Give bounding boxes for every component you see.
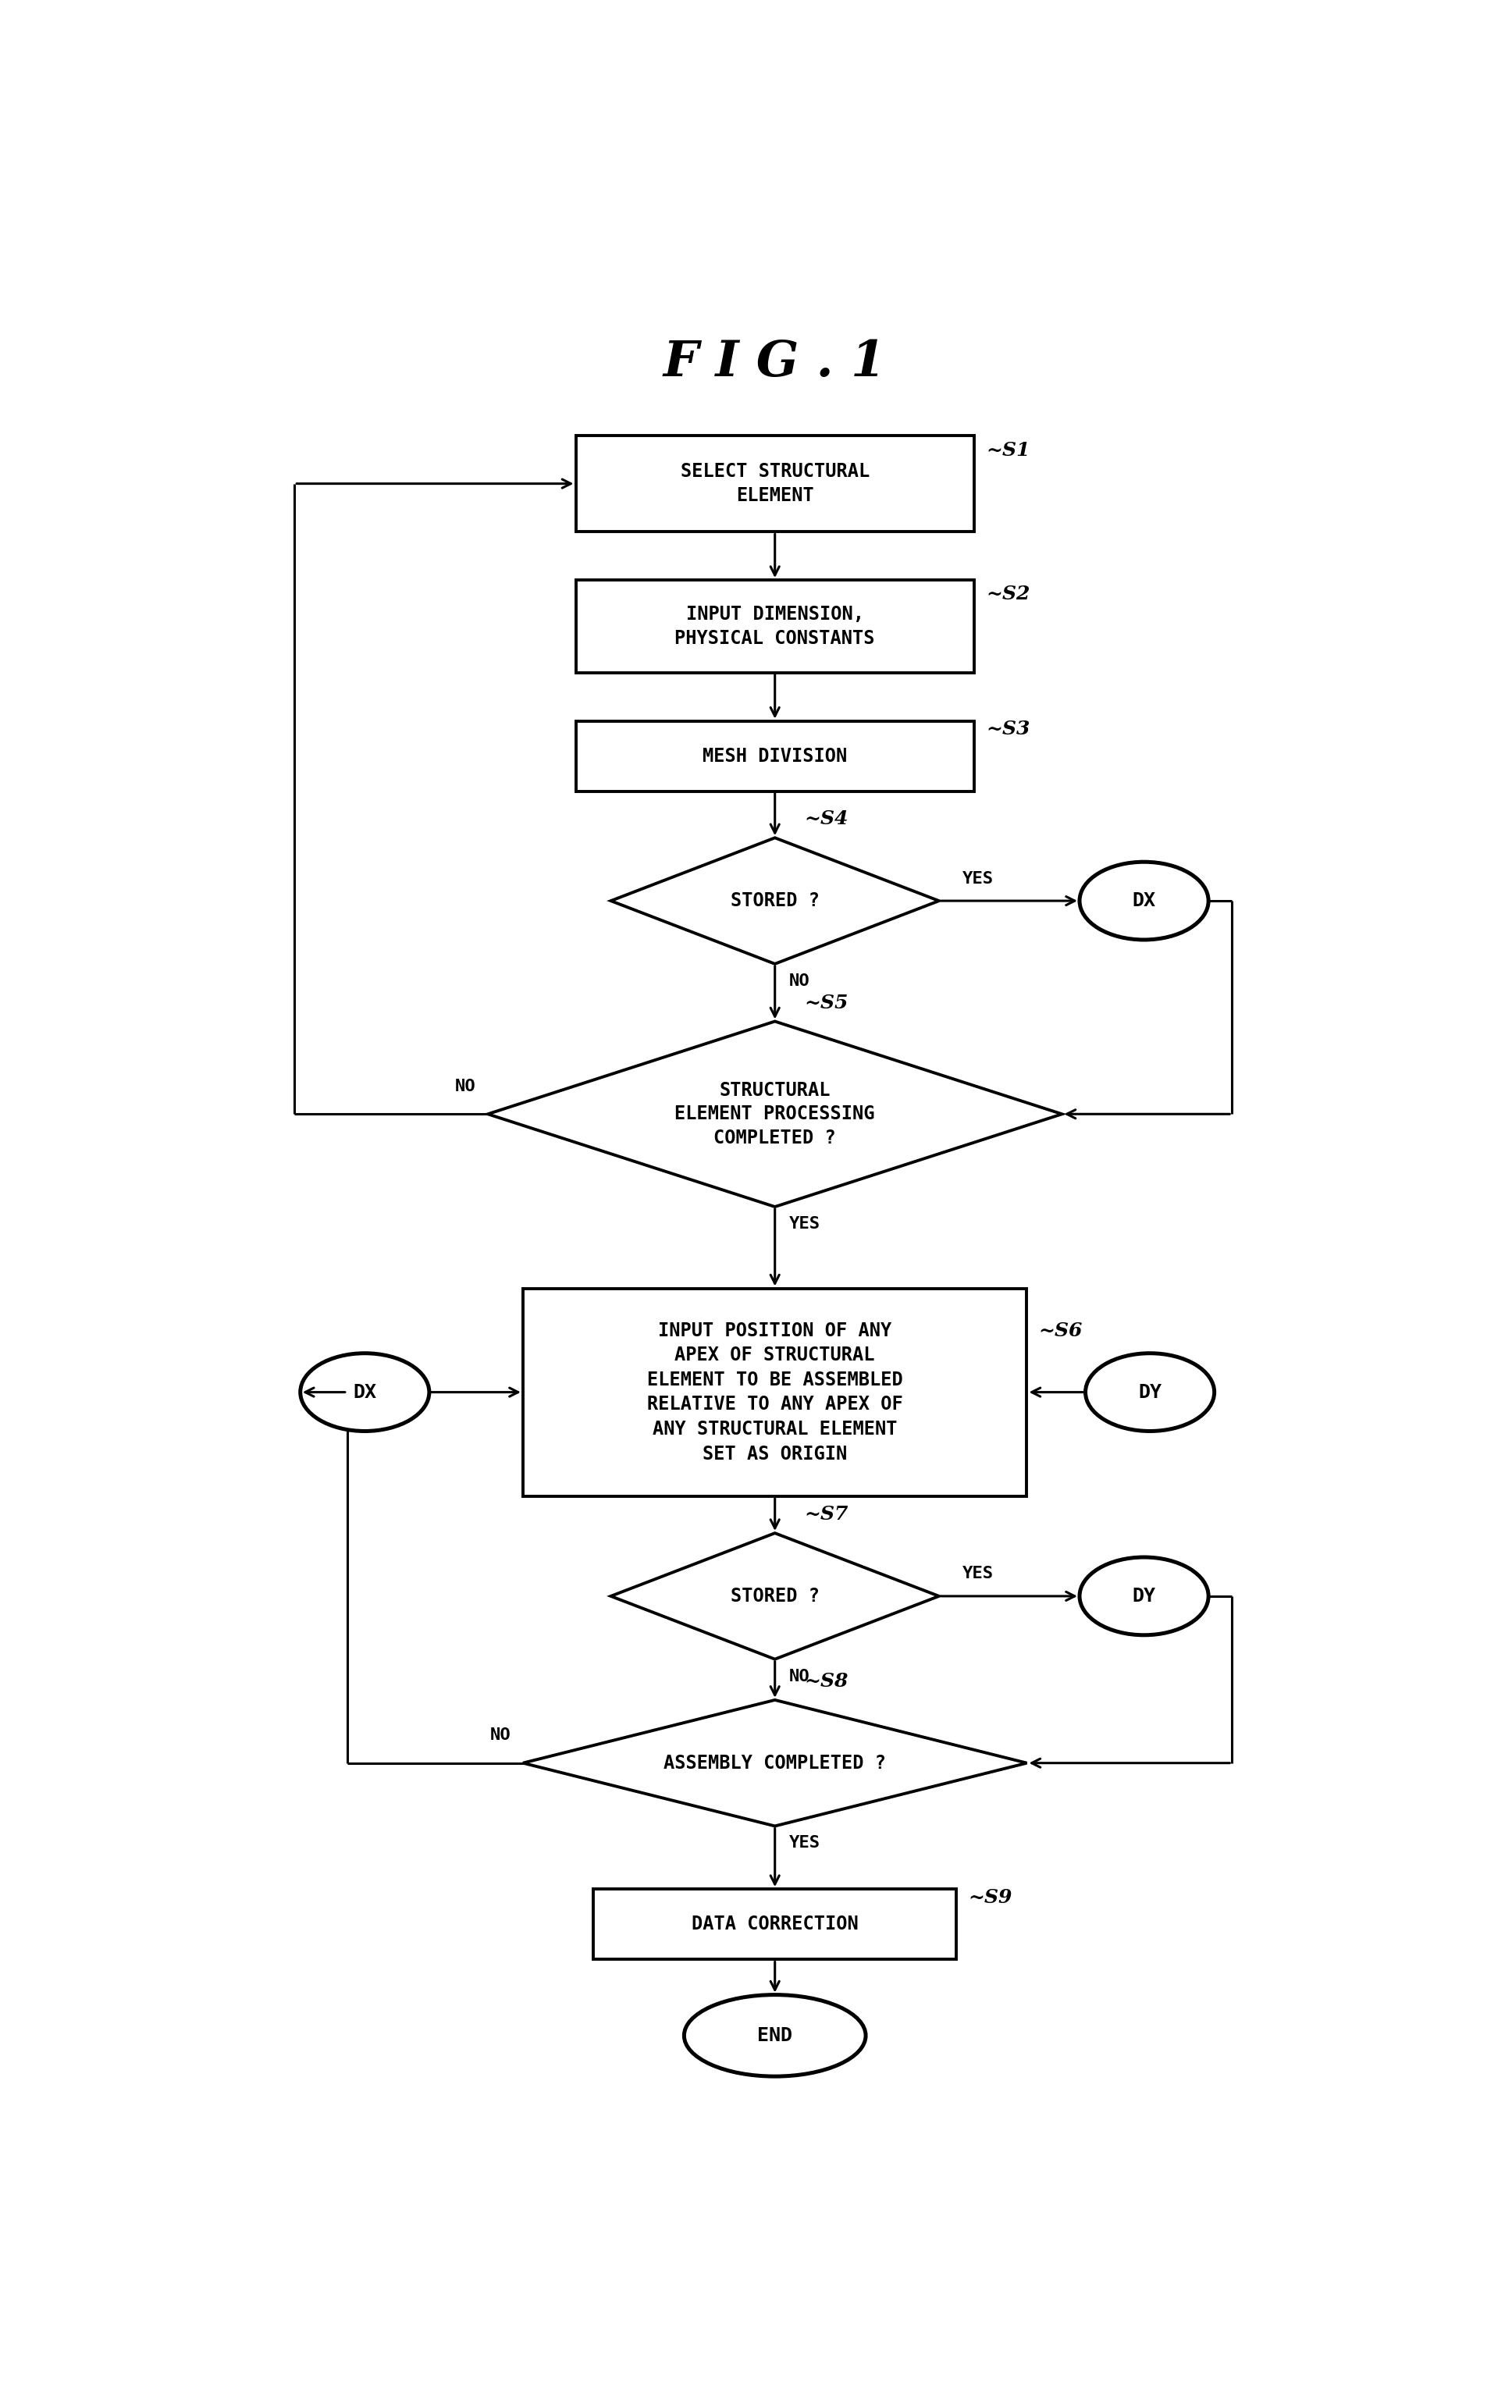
Text: DY: DY <box>1139 1382 1161 1401</box>
Polygon shape <box>611 838 939 963</box>
FancyBboxPatch shape <box>576 580 974 672</box>
Text: ~S5: ~S5 <box>804 995 848 1011</box>
Text: YES: YES <box>963 1565 993 1582</box>
Text: F I G . 1: F I G . 1 <box>664 340 886 388</box>
Text: NO: NO <box>789 973 810 990</box>
FancyBboxPatch shape <box>523 1288 1027 1495</box>
Text: STORED ?: STORED ? <box>730 1587 820 1606</box>
Text: ~S6: ~S6 <box>1039 1322 1083 1341</box>
Text: STRUCTURAL
ELEMENT PROCESSING
COMPLETED ?: STRUCTURAL ELEMENT PROCESSING COMPLETED … <box>674 1081 875 1146</box>
Ellipse shape <box>301 1353 429 1430</box>
Text: YES: YES <box>789 1216 821 1230</box>
Text: INPUT POSITION OF ANY
APEX OF STRUCTURAL
ELEMENT TO BE ASSEMBLED
RELATIVE TO ANY: INPUT POSITION OF ANY APEX OF STRUCTURAL… <box>647 1322 903 1464</box>
Ellipse shape <box>1086 1353 1214 1430</box>
Text: ~S9: ~S9 <box>968 1888 1012 1907</box>
Ellipse shape <box>1080 1558 1208 1635</box>
Polygon shape <box>523 1700 1027 1825</box>
Text: END: END <box>758 2025 792 2044</box>
Polygon shape <box>488 1021 1061 1206</box>
Text: ~S3: ~S3 <box>986 720 1030 739</box>
Text: INPUT DIMENSION,
PHYSICAL CONSTANTS: INPUT DIMENSION, PHYSICAL CONSTANTS <box>674 604 875 648</box>
Text: STORED ?: STORED ? <box>730 891 820 910</box>
Text: YES: YES <box>963 872 993 886</box>
Text: SELECT STRUCTURAL
ELEMENT: SELECT STRUCTURAL ELEMENT <box>680 462 869 506</box>
FancyBboxPatch shape <box>576 436 974 532</box>
Text: NO: NO <box>789 1669 810 1683</box>
Text: MESH DIVISION: MESH DIVISION <box>703 746 847 766</box>
Ellipse shape <box>683 1994 866 2076</box>
Text: ASSEMBLY COMPLETED ?: ASSEMBLY COMPLETED ? <box>664 1753 886 1772</box>
Ellipse shape <box>1080 862 1208 939</box>
Text: DATA CORRECTION: DATA CORRECTION <box>691 1914 859 1934</box>
Text: DY: DY <box>1132 1587 1155 1606</box>
Text: NO: NO <box>490 1727 511 1743</box>
Text: YES: YES <box>789 1835 821 1852</box>
Polygon shape <box>611 1534 939 1659</box>
Text: ~S1: ~S1 <box>986 441 1030 460</box>
Text: ~S4: ~S4 <box>804 809 848 828</box>
Text: ~S8: ~S8 <box>804 1671 848 1690</box>
FancyBboxPatch shape <box>576 720 974 792</box>
Text: NO: NO <box>455 1079 476 1093</box>
FancyBboxPatch shape <box>593 1890 957 1960</box>
Text: ~S7: ~S7 <box>804 1505 848 1524</box>
Text: DX: DX <box>1132 891 1155 910</box>
Text: DX: DX <box>354 1382 376 1401</box>
Text: ~S2: ~S2 <box>986 585 1030 604</box>
